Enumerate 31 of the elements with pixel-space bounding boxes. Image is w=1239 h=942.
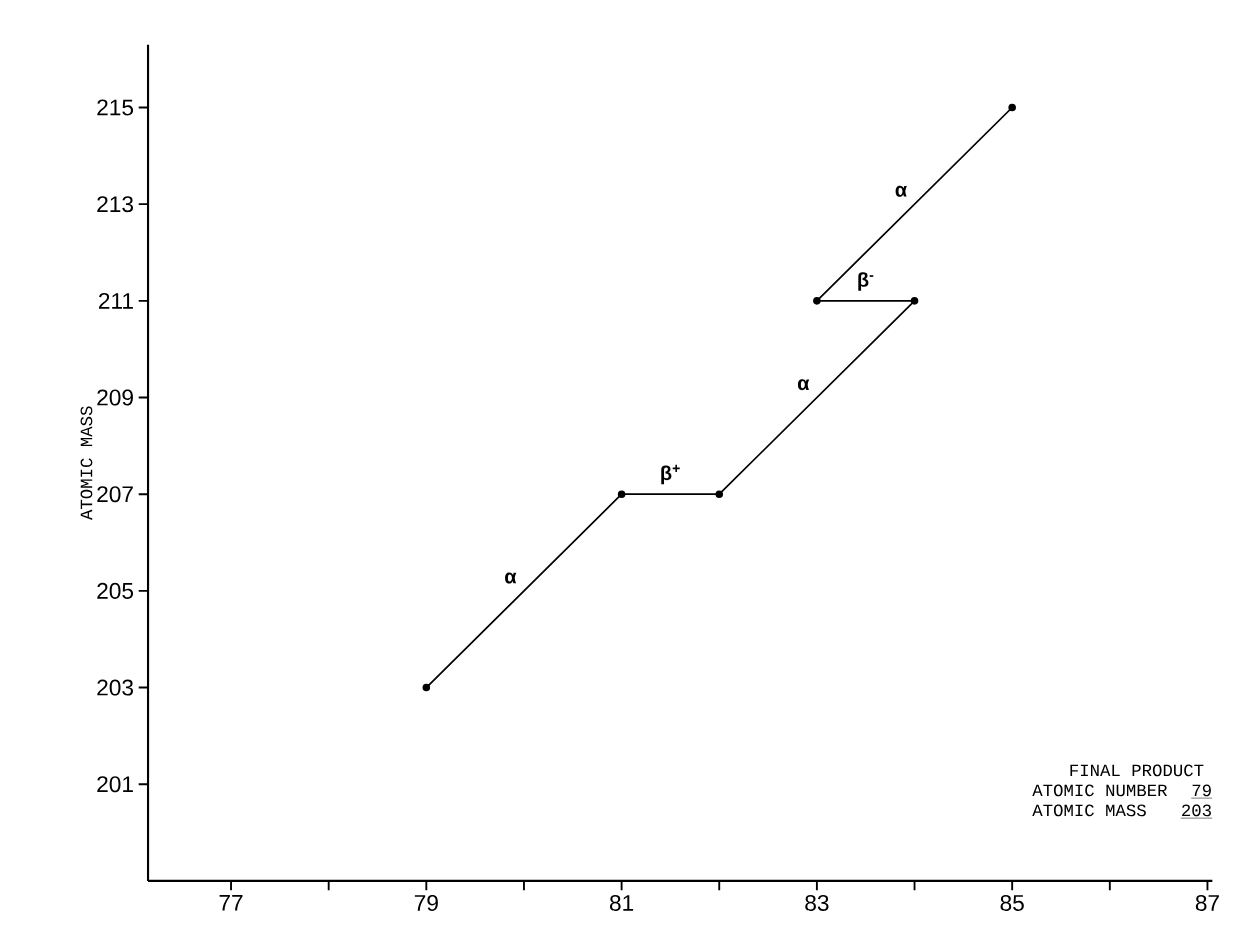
annotation: ATOMIC NUMBER — [1032, 784, 1168, 797]
annotation: α — [505, 572, 517, 584]
x-tick-label: 83 — [805, 894, 829, 911]
x-tick-label: 77 — [219, 894, 243, 911]
annotation: 79 — [1192, 784, 1211, 797]
y-tick-label: 205 — [97, 582, 134, 599]
point — [617, 490, 626, 498]
y-tick-label: 201 — [97, 776, 133, 793]
annotation: FINAL PRODUCT — [1070, 764, 1204, 777]
point — [910, 296, 919, 305]
x-tick-label: 87 — [1195, 894, 1219, 911]
y-tick-label: 207 — [97, 486, 133, 503]
x-tick-label: 79 — [414, 894, 438, 911]
point — [1008, 103, 1016, 112]
annotation: β$^{+}$ — [661, 464, 680, 485]
annotation: β$^{-}$ — [858, 272, 874, 291]
x-tick-label: 85 — [1000, 894, 1024, 911]
y-tick-label: 203 — [97, 679, 133, 696]
annotation: α — [797, 379, 810, 391]
point — [813, 296, 821, 305]
y-tick-label: 209 — [97, 389, 133, 406]
annotation: ATOMIC MASS — [1032, 804, 1146, 817]
y-tick-label: 213 — [97, 196, 133, 213]
point — [422, 683, 431, 692]
y-axis-title: ATOMIC MASS — [80, 406, 93, 520]
annotation: α — [895, 185, 907, 197]
x-tick-label: 81 — [609, 894, 634, 911]
annotation: 203 — [1182, 804, 1211, 817]
y-tick-label: 215 — [97, 99, 134, 116]
point — [715, 490, 724, 498]
y-tick-label: 211 — [99, 292, 133, 309]
